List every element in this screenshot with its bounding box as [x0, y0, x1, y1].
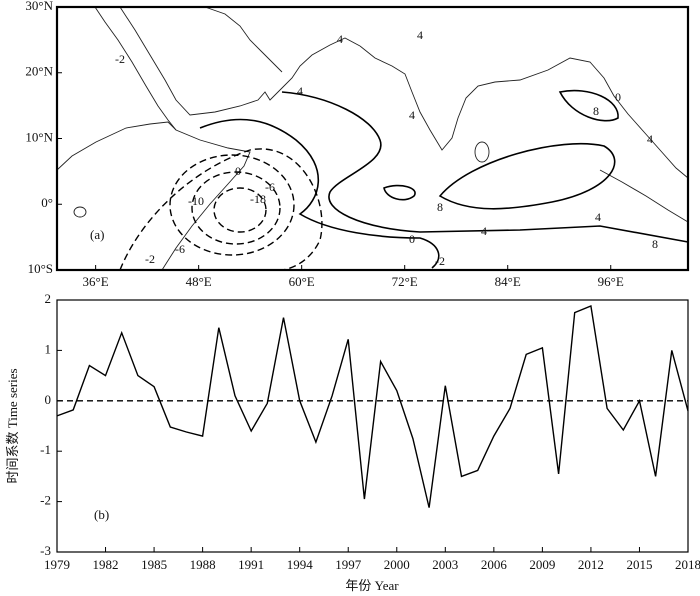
contour-label: -2 — [145, 252, 155, 266]
contour-line — [191, 171, 281, 245]
contour-label: 0 — [409, 232, 415, 246]
contour-line — [213, 187, 267, 233]
y-tick-label: -3 — [40, 543, 51, 558]
y-tick-label: -1 — [40, 442, 51, 457]
island — [73, 206, 87, 218]
coastline — [119, 6, 361, 116]
contour-line — [199, 118, 440, 269]
contour-line — [119, 148, 323, 271]
contour-label: 4 — [297, 84, 303, 98]
x-tick-label: 1985 — [141, 557, 167, 572]
contour-line — [558, 89, 619, 122]
x-tick-label: 2015 — [626, 557, 652, 572]
contour-label: 4 — [595, 210, 601, 224]
contour-label: 4 — [647, 132, 653, 146]
x-tick-label: 36°E — [83, 274, 109, 289]
contour-label: -6 — [265, 180, 275, 194]
x-tick-label: 2018 — [675, 557, 700, 572]
y-tick-label: 10°S — [28, 261, 53, 276]
y-tick-label: 0° — [41, 195, 53, 210]
x-tick-label: 2012 — [578, 557, 604, 572]
y-axis-label: 时间系数 Time series — [5, 368, 20, 483]
island — [474, 141, 490, 163]
y-tick-label: 10°N — [25, 129, 53, 144]
x-tick-label: 1994 — [287, 557, 314, 572]
contour-label: 4 — [409, 108, 415, 122]
x-axis-label: 年份 Year — [345, 578, 399, 593]
plot-frame — [56, 299, 689, 553]
y-tick-label: -2 — [40, 493, 51, 508]
coastline — [94, 6, 177, 131]
panel-label: (a) — [90, 227, 104, 242]
x-tick-label: 72°E — [392, 274, 418, 289]
contour-label: 8 — [593, 104, 599, 118]
x-tick-label: 2006 — [481, 557, 508, 572]
y-tick-label: 0 — [45, 392, 52, 407]
contour-label: -10 — [188, 194, 204, 208]
contour-label: 8 — [437, 200, 443, 214]
contour-label: -2 — [115, 52, 125, 66]
coastline — [599, 169, 689, 223]
contour-line — [383, 184, 416, 201]
map-frame — [55, 5, 690, 272]
x-tick-label: 48°E — [186, 274, 212, 289]
contour-label: -18 — [250, 192, 266, 206]
x-tick-label: 1991 — [238, 557, 264, 572]
coastline — [56, 121, 251, 271]
coastline — [359, 45, 689, 179]
contour-label: 0 — [235, 164, 241, 178]
x-tick-label: 2000 — [384, 557, 410, 572]
series-line — [56, 305, 689, 508]
y-tick-label: 30°N — [25, 0, 53, 13]
contour-line — [169, 154, 295, 256]
panel-label: (b) — [94, 507, 109, 522]
x-tick-label: 1982 — [93, 557, 119, 572]
x-tick-label: 96°E — [598, 274, 624, 289]
contour-label: 0 — [615, 90, 621, 104]
contour-label: -6 — [175, 242, 185, 256]
y-tick-label: 1 — [45, 341, 52, 356]
x-tick-label: 1979 — [44, 557, 70, 572]
y-tick-label: 2 — [45, 291, 52, 306]
contour-line — [438, 142, 616, 210]
contour-label: 8 — [652, 237, 658, 251]
contour-label: -2 — [435, 254, 445, 268]
map-layer — [55, 5, 690, 272]
x-tick-label: 1997 — [335, 557, 362, 572]
y-tick-label: 20°N — [25, 64, 53, 79]
x-tick-label: 2003 — [432, 557, 458, 572]
x-tick-label: 1988 — [190, 557, 216, 572]
contour-label: 4 — [337, 32, 343, 46]
contour-label: 4 — [481, 224, 487, 238]
contour-label: 4 — [417, 28, 423, 42]
x-tick-label: 2009 — [529, 557, 555, 572]
coastline — [204, 6, 283, 73]
x-tick-label: 60°E — [289, 274, 315, 289]
x-tick-label: 84°E — [495, 274, 521, 289]
contour-line — [281, 91, 689, 243]
